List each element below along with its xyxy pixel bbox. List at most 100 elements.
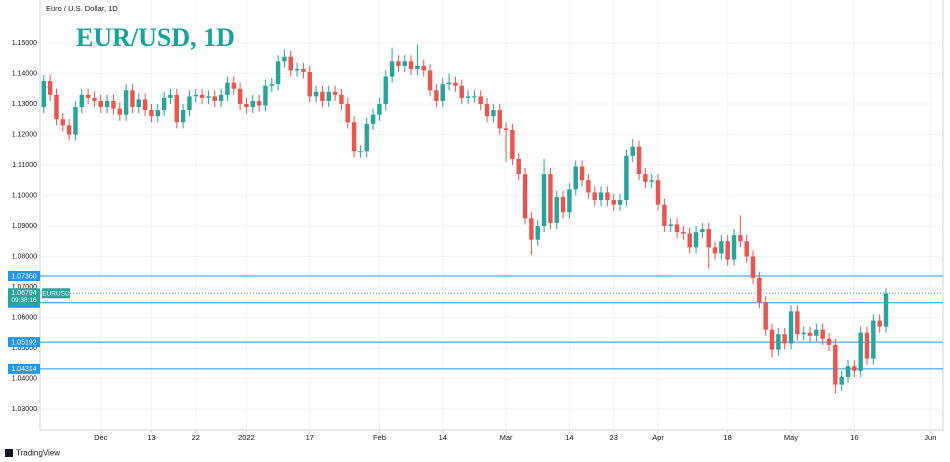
candle-body (187, 96, 192, 111)
candle-body (560, 197, 566, 213)
candle (744, 235, 749, 263)
candle (598, 186, 604, 207)
candle-body (415, 65, 420, 69)
candle-body (649, 180, 654, 182)
candle-body (871, 320, 876, 359)
candle-body (307, 71, 312, 97)
candle (320, 85, 325, 108)
candle (687, 227, 692, 254)
candle (719, 235, 724, 260)
candle-body (655, 180, 661, 205)
candle (655, 174, 661, 211)
candle (326, 85, 331, 108)
candle-body (763, 302, 768, 330)
candle-body (237, 88, 243, 104)
candle (187, 90, 192, 117)
candle-body (845, 366, 851, 377)
candle-body (567, 189, 572, 213)
candle (864, 326, 870, 365)
candle-body (73, 107, 78, 135)
candle (643, 168, 648, 188)
candle (611, 193, 616, 211)
candle (123, 84, 129, 121)
candle (358, 145, 363, 158)
candle (877, 314, 882, 333)
candle-body (529, 218, 534, 240)
y-tick-label: 1.13000 (12, 101, 37, 108)
candle (339, 88, 344, 111)
candle-body (820, 329, 825, 339)
candle (801, 326, 806, 341)
candle-body (731, 235, 737, 260)
candle-body (858, 332, 863, 371)
candle (199, 88, 205, 104)
candle (706, 222, 711, 269)
candle (218, 88, 224, 108)
candle-body (269, 84, 274, 86)
x-tick-label: Jun (924, 433, 936, 442)
candle (66, 119, 72, 141)
candle (85, 88, 91, 104)
candle (605, 186, 610, 207)
candle-body (244, 103, 249, 108)
y-tick-label: 1.03000 (12, 406, 37, 413)
candle (174, 88, 179, 129)
candle (377, 97, 382, 121)
candle-body (725, 241, 730, 260)
y-tick-label: 1.09000 (12, 223, 37, 230)
candle (826, 332, 832, 352)
last-price-label: 1.06794 (11, 290, 36, 297)
candle (541, 158, 547, 233)
candle-body (769, 329, 775, 350)
candle-body (168, 94, 173, 98)
candle-body (339, 94, 344, 104)
candle-body (839, 376, 844, 385)
candle (712, 241, 718, 260)
x-tick-label: 18 (724, 433, 732, 442)
candle (795, 305, 800, 341)
x-tick-label: May (784, 433, 798, 442)
logo-icon (5, 449, 13, 457)
candle (161, 91, 167, 117)
candle-body (174, 94, 179, 123)
candle (98, 94, 104, 114)
candle (510, 123, 515, 165)
candle-body (579, 166, 585, 181)
candle (307, 65, 312, 103)
candle-body (465, 96, 471, 98)
candle (79, 88, 85, 114)
candle-body (149, 110, 154, 117)
candle (453, 76, 458, 92)
candle-body (497, 110, 502, 129)
candle (47, 75, 53, 101)
y-tick-label: 1.14000 (12, 70, 37, 77)
candle-body (377, 103, 382, 115)
candle-body (776, 334, 781, 350)
candle (168, 88, 173, 104)
candle-body (782, 334, 787, 344)
candle (351, 116, 357, 158)
candle (142, 93, 148, 117)
candle-body (453, 82, 458, 86)
x-tick-label: 16 (850, 433, 858, 442)
candle (459, 79, 464, 104)
level-badge (8, 363, 40, 374)
candle (497, 103, 502, 135)
candle-body (155, 110, 160, 117)
candle (364, 117, 369, 158)
candle-body (263, 85, 268, 106)
candle-body (744, 241, 749, 257)
candle (731, 229, 737, 266)
candle-body (795, 311, 800, 335)
x-tick-label: 14 (439, 433, 447, 442)
candle (332, 85, 338, 101)
candle (294, 62, 300, 77)
candle (681, 225, 686, 240)
candle (617, 193, 623, 211)
candle (60, 113, 66, 132)
candle (383, 70, 388, 111)
candle-body (706, 229, 711, 248)
candle (700, 222, 705, 239)
candle-body (47, 81, 53, 95)
